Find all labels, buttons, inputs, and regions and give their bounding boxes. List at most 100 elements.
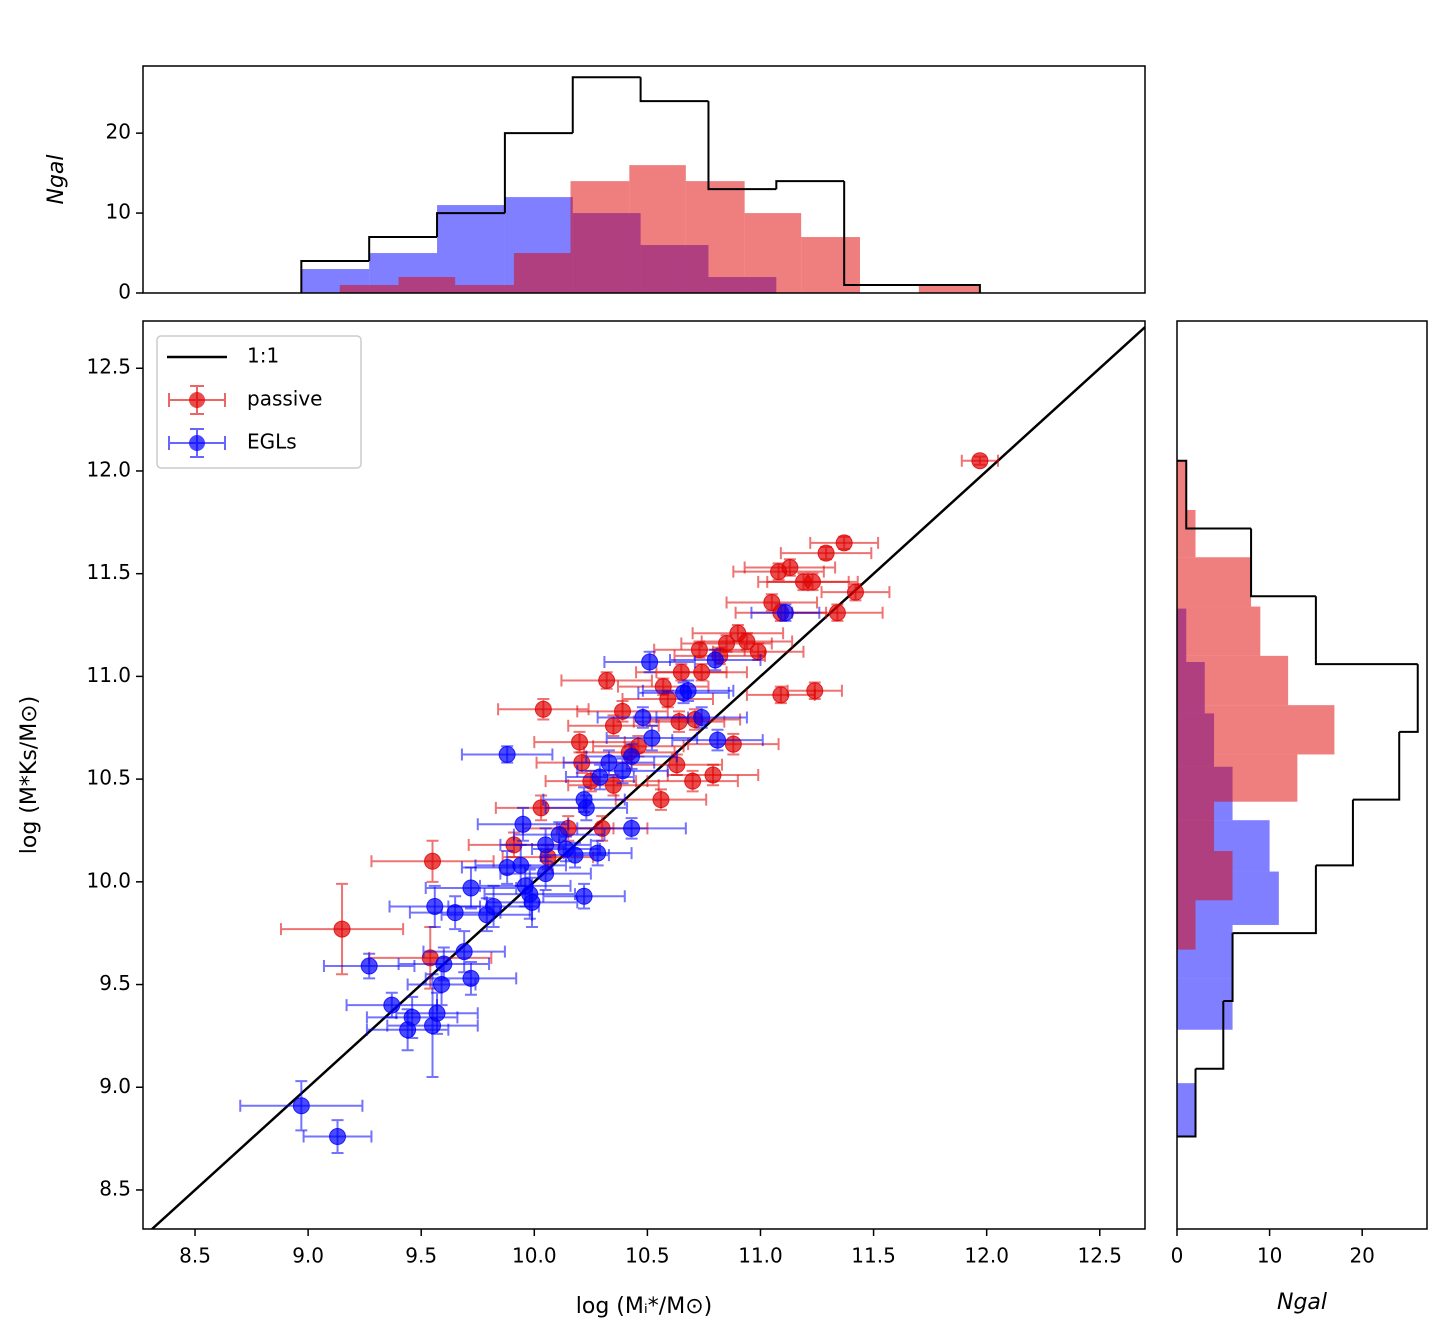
panel: 0 10 20 Ngal <box>1171 320 1428 1315</box>
hist-step <box>368 236 438 262</box>
hist-step <box>1314 596 1418 666</box>
x-tick-label: 12.0 <box>964 1244 1009 1268</box>
hist-bar <box>1177 509 1196 558</box>
point <box>709 731 727 749</box>
hist-bar <box>1177 557 1252 607</box>
plot-area <box>151 326 1145 1229</box>
hist-bar <box>1177 801 1215 852</box>
x-tick-label: 8.5 <box>179 1244 211 1268</box>
point <box>433 976 451 994</box>
hist-step <box>1232 865 1317 935</box>
hist-step <box>707 101 777 191</box>
hist-step <box>1195 1000 1225 1070</box>
hist-bar <box>455 285 514 293</box>
x-tick-label: 20 <box>1349 1244 1374 1268</box>
hist-bar <box>1177 606 1261 656</box>
point <box>804 573 822 591</box>
y-tick-label: 20 <box>106 120 131 144</box>
x-tick-label: 12.5 <box>1077 1244 1122 1268</box>
hist-bar <box>1177 900 1196 950</box>
point <box>566 846 584 864</box>
hist-bar <box>1177 851 1233 901</box>
x-tick-label: 11.5 <box>851 1244 896 1268</box>
hist-step <box>1250 528 1316 598</box>
point <box>550 826 568 844</box>
point <box>623 748 641 766</box>
hist-step <box>843 181 913 287</box>
y-axis-label: log (M*Ks/M⊙) <box>17 696 42 854</box>
hist-step <box>1352 731 1401 801</box>
point <box>614 702 632 720</box>
point <box>971 452 989 470</box>
point <box>498 745 516 763</box>
point <box>706 651 724 669</box>
point <box>600 754 618 772</box>
y-tick-label: 9.0 <box>99 1074 131 1098</box>
point <box>383 996 401 1014</box>
point <box>693 708 711 726</box>
y-tick-label: 10.0 <box>86 868 131 892</box>
point <box>614 762 632 780</box>
point <box>575 887 593 905</box>
point <box>634 708 652 726</box>
plot-area <box>300 76 981 293</box>
y-tick-label: 8.5 <box>99 1176 131 1200</box>
hist-step <box>1177 459 1252 530</box>
hist-step <box>1399 664 1419 733</box>
point <box>749 643 767 661</box>
axes-frame <box>142 65 1146 294</box>
hist-step <box>775 180 845 190</box>
legend-marker <box>189 392 205 408</box>
point <box>329 1128 347 1146</box>
point <box>428 1004 446 1022</box>
point <box>537 865 555 883</box>
y-tick-label: 12.0 <box>86 457 131 481</box>
hist-bar <box>513 253 571 293</box>
point <box>704 766 722 784</box>
hist-bar <box>744 213 802 293</box>
hist-step <box>1223 933 1234 1002</box>
legend-box <box>156 335 362 469</box>
y-tick-label: 12.5 <box>86 355 131 379</box>
point <box>537 836 555 854</box>
point <box>835 534 853 552</box>
point <box>690 641 708 659</box>
hist-bar <box>398 277 456 293</box>
legend-label: 1:1 <box>247 344 279 368</box>
x-tick-label: 10 <box>1257 1244 1282 1268</box>
y-tick-label: 11.5 <box>86 560 131 584</box>
hist-step <box>1315 799 1354 867</box>
point <box>426 897 444 915</box>
point <box>724 735 742 753</box>
y-tick-label: 9.5 <box>99 971 131 995</box>
point <box>652 791 670 809</box>
axes-frame <box>142 320 1146 1230</box>
plot-area <box>1177 459 1419 1138</box>
hist-bar <box>1177 655 1289 706</box>
y-axis-label: Ngal <box>44 154 69 204</box>
point <box>598 672 616 690</box>
point <box>534 700 552 718</box>
point <box>679 682 697 700</box>
point <box>577 799 595 817</box>
point <box>643 729 661 747</box>
hist-bar <box>801 237 861 293</box>
point <box>670 713 688 731</box>
point <box>292 1097 310 1115</box>
point <box>623 819 641 837</box>
point <box>604 717 622 735</box>
point <box>806 682 824 700</box>
hist-bar <box>570 181 630 293</box>
hist-bar <box>629 165 686 293</box>
point <box>446 904 464 922</box>
hist-step <box>1177 1068 1197 1138</box>
point <box>828 604 846 622</box>
point <box>772 686 790 704</box>
point <box>641 653 659 671</box>
x-tick-label: 11.0 <box>738 1244 783 1268</box>
x-tick-label: 10.5 <box>625 1244 670 1268</box>
point <box>462 969 480 987</box>
x-axis-label: log (Mᵢ*/M⊙) <box>576 1294 712 1319</box>
hist-bar <box>918 285 980 293</box>
x-tick-label: 9.0 <box>292 1244 324 1268</box>
